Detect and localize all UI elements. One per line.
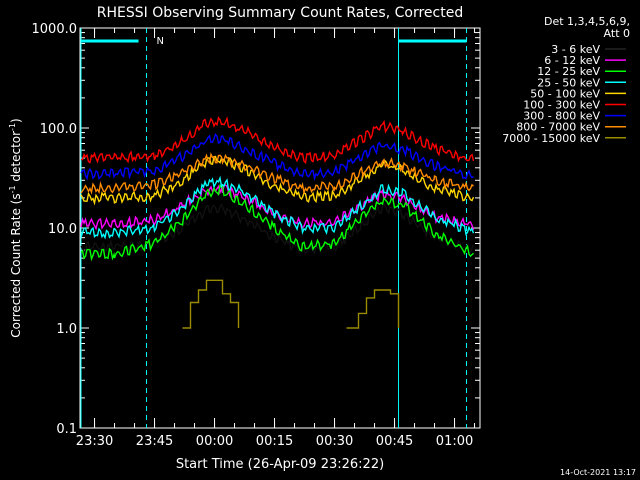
series-line [80, 184, 474, 262]
legend-item-label: 3 - 6 keV [551, 43, 600, 56]
y-tick-label: 1000.0 [32, 22, 78, 37]
x-tick-label: 00:45 [376, 434, 413, 449]
legend-item-label: 50 - 100 keV [530, 87, 600, 100]
legend-item-label: 6 - 12 keV [544, 54, 600, 67]
legend-item-label: 25 - 50 keV [537, 76, 600, 89]
x-tick-label: 23:45 [136, 434, 173, 449]
series-line [182, 279, 400, 329]
legend-item-label: 12 - 25 keV [537, 65, 600, 78]
series-line [80, 133, 474, 182]
y-axis-label-sup1: -1 [8, 185, 17, 193]
x-tick-label: 23:30 [76, 434, 113, 449]
y-axis-label-end: ) [9, 118, 23, 123]
legend-header-line2: Att 0 [604, 27, 630, 40]
series-line [80, 155, 475, 206]
x-tick-label: 00:00 [196, 434, 233, 449]
y-axis-label: Corrected Count Rate (s-1 detector-1) [8, 118, 23, 337]
x-tick-label: 00:15 [256, 434, 293, 449]
series-line [80, 116, 475, 164]
saa-flag-label: N [157, 36, 164, 47]
y-axis: 1000.0 100.0 10.0 1.0 0.1 [32, 22, 480, 437]
legend-item-label: 7000 - 15000 keV [502, 132, 600, 145]
legend-item-label: 100 - 300 keV [523, 99, 600, 112]
x-axis: 23:30 23:45 00:00 00:15 00:30 00:45 01:00 [76, 28, 476, 449]
x-tick-label: 00:30 [316, 434, 353, 449]
y-axis-label-mid: detector [9, 131, 23, 186]
y-tick-label: 100.0 [40, 122, 77, 137]
x-tick-label: 01:00 [436, 434, 473, 449]
plot-frame [79, 27, 481, 429]
y-axis-label-main: Corrected Count Rate (s [9, 193, 23, 337]
y-tick-label: 1.0 [56, 322, 77, 337]
y-tick-label: 0.1 [56, 422, 77, 437]
y-tick-label: 10.0 [48, 222, 77, 237]
series-layer [80, 116, 475, 329]
y-axis-label-sup2: -1 [8, 123, 17, 131]
x-axis-label: Start Time (26-Apr-09 23:26:22) [176, 457, 384, 472]
chart-title: RHESSI Observing Summary Count Rates, Co… [97, 5, 463, 21]
series-line [80, 152, 474, 195]
series-line [80, 175, 475, 240]
legend-item-label: 300 - 800 keV [523, 110, 600, 123]
legend-header-line1: Det 1,3,4,5,6,9, [544, 15, 630, 28]
legend-item-label: 800 - 7000 keV [516, 121, 600, 134]
footer-timestamp: 14-Oct-2021 13:17 [560, 468, 636, 477]
